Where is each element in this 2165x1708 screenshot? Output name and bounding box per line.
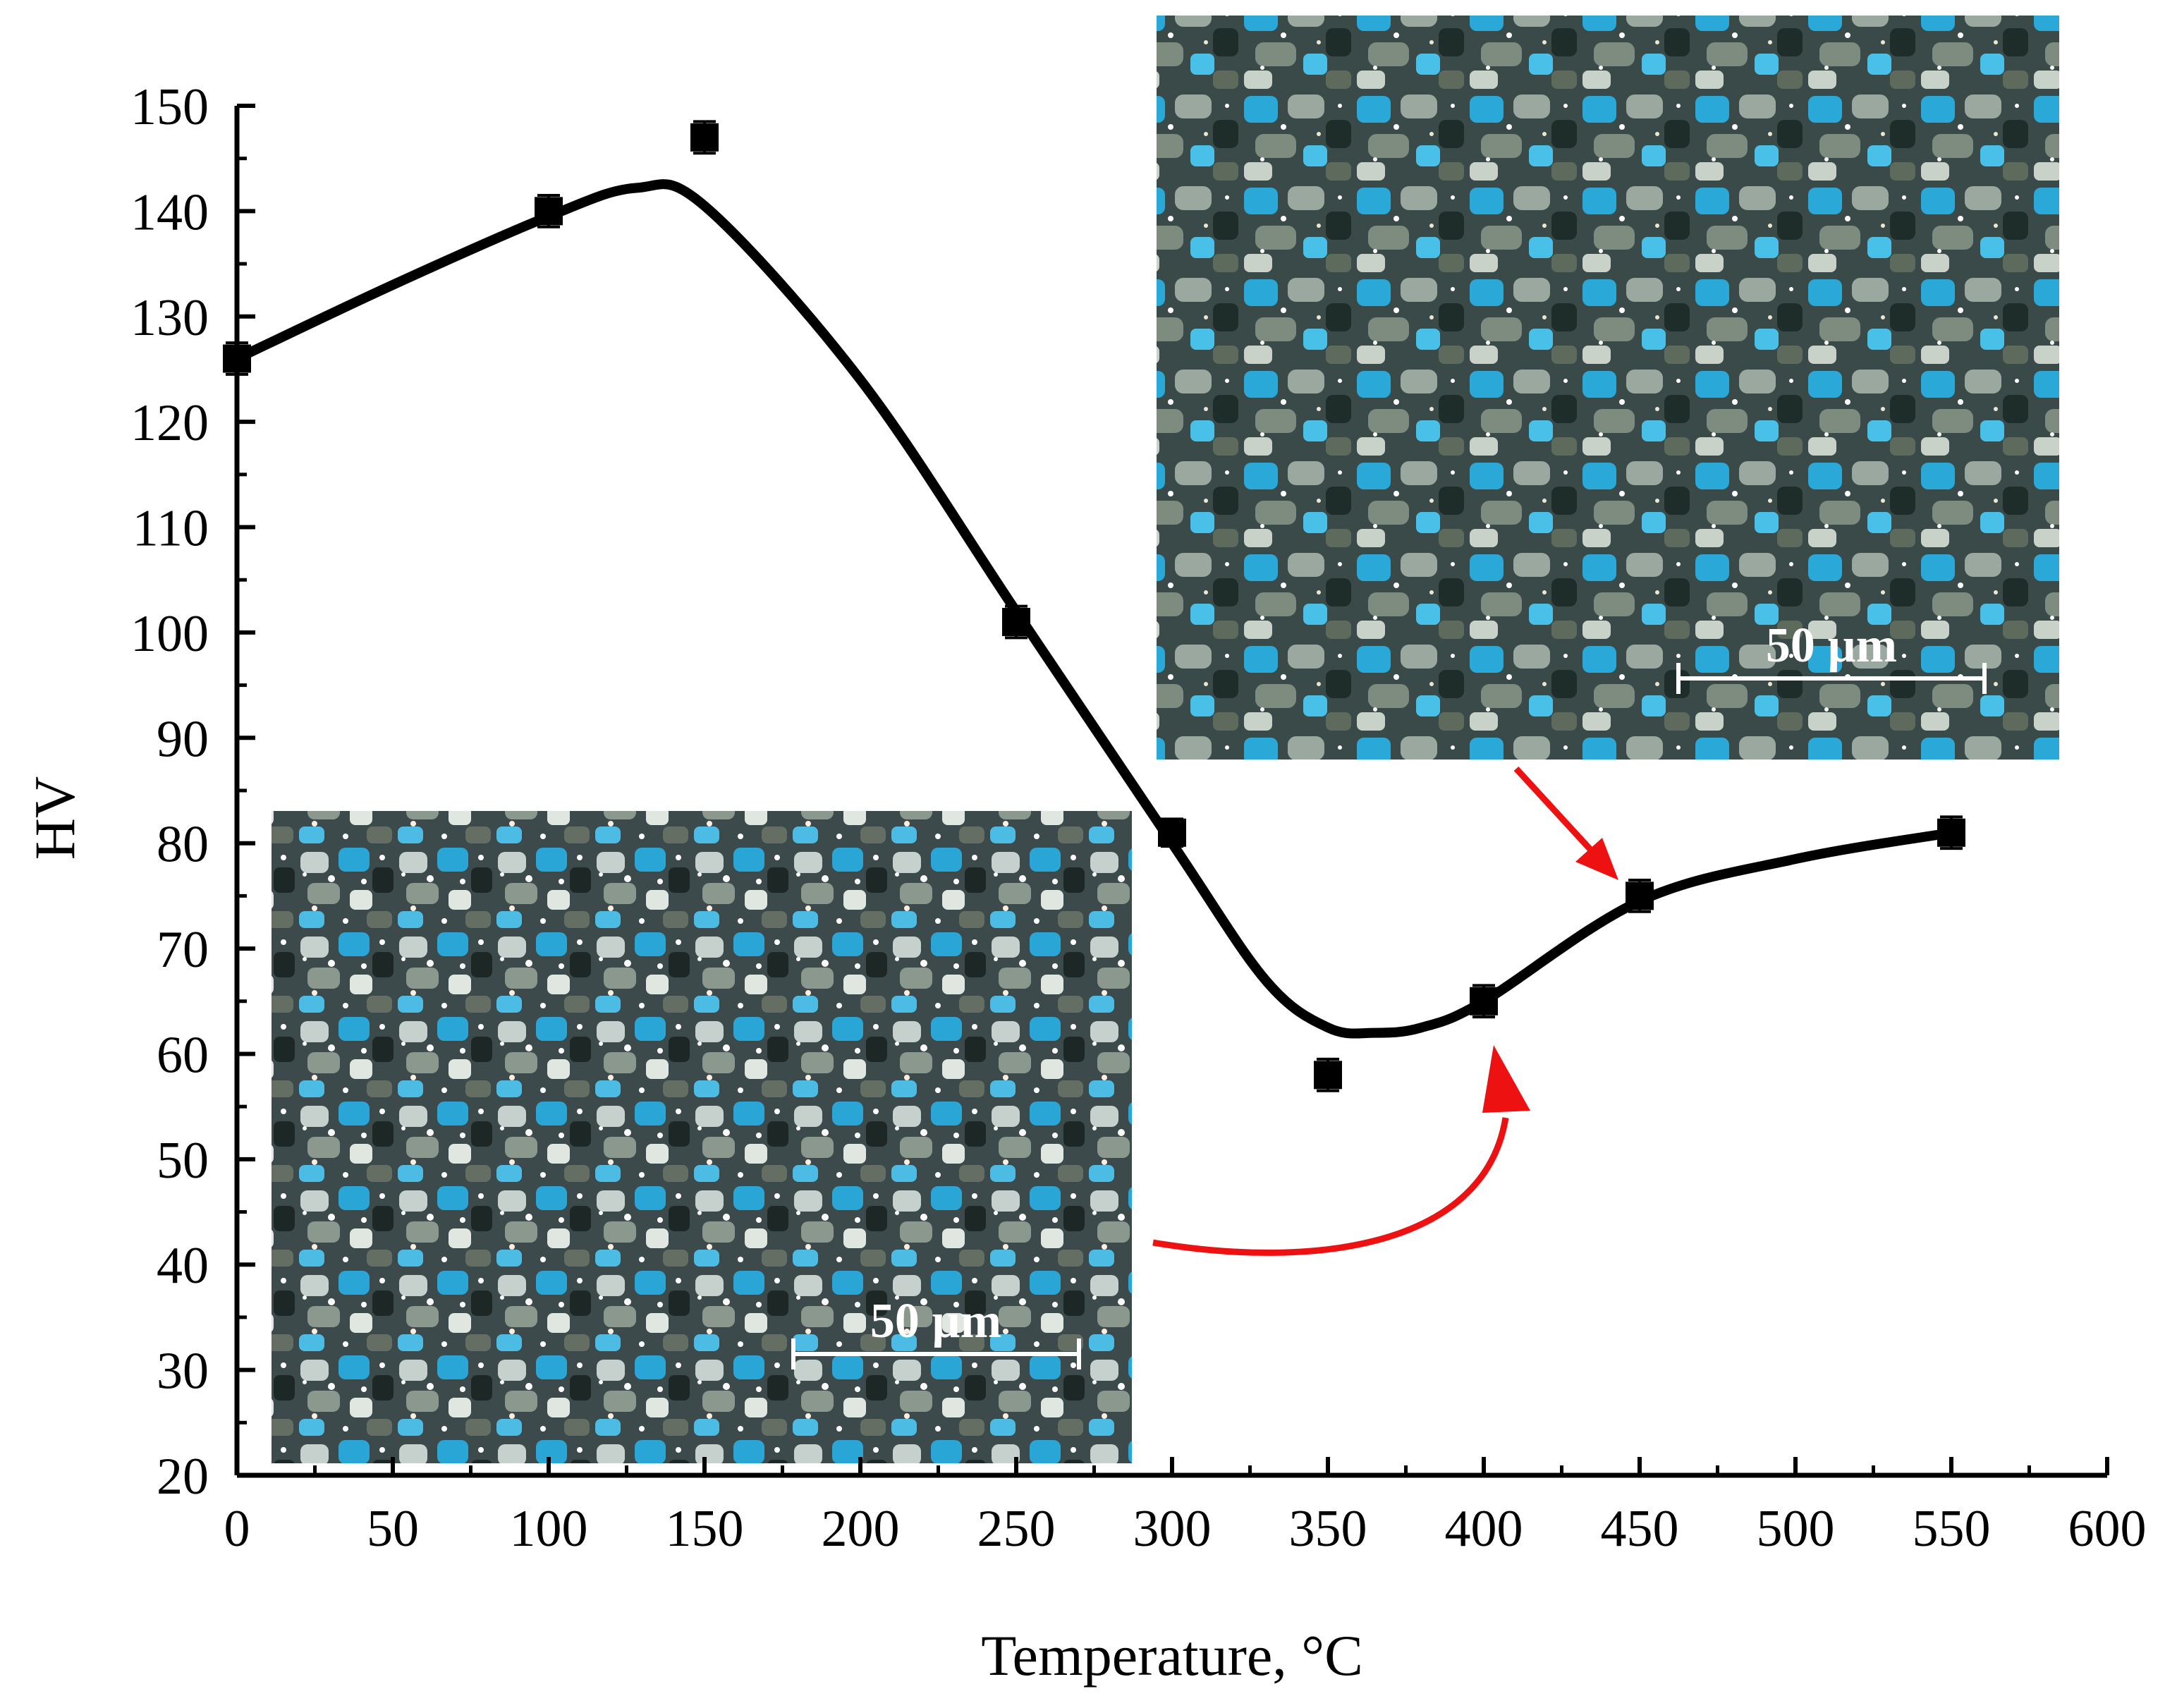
y-tick-label: 40 — [157, 1237, 209, 1295]
x-tick-label: 100 — [510, 1500, 588, 1558]
y-tick-label: 20 — [157, 1448, 209, 1506]
y-axis-title: HV — [23, 776, 87, 860]
scale-bar-label-bottom: 50 µm — [870, 1294, 1001, 1348]
x-tick-label: 450 — [1601, 1500, 1679, 1558]
data-point — [1002, 604, 1030, 640]
point-marker — [1158, 818, 1186, 847]
arrow-top-shaft — [1513, 766, 1598, 858]
point-marker — [1937, 818, 1965, 847]
data-point — [1158, 817, 1186, 848]
data-point — [690, 120, 719, 155]
fit-curve — [232, 179, 1956, 1039]
point-marker — [690, 123, 719, 152]
y-axis-ticks: 20 30 40 50 60 70 80 90 100 110 120 130 140 150 — [130, 78, 255, 1506]
inset-arrows — [1152, 766, 1618, 1256]
y-tick-label: 140 — [130, 183, 209, 241]
micrograph-inset-bottom: 50 µm — [272, 811, 1132, 1463]
data-point — [1937, 815, 1965, 850]
data-point — [1314, 1057, 1342, 1092]
y-tick-label: 100 — [130, 605, 209, 663]
y-tick-label: 150 — [130, 78, 209, 136]
x-axis-title: Temperature, °C — [981, 1623, 1363, 1688]
y-tick-label: 70 — [157, 921, 209, 979]
x-tick-label: 0 — [224, 1500, 250, 1558]
micrograph-image-bottom — [272, 811, 1132, 1463]
scale-bar-bottom: 50 µm — [791, 1294, 1081, 1370]
data-point — [1470, 984, 1498, 1019]
point-marker — [1314, 1061, 1342, 1090]
x-axis-ticks: 0 50 100 150 200 250 300 350 400 450 500 550 600 — [224, 1457, 2147, 1558]
x-tick-label: 250 — [977, 1500, 1056, 1558]
y-tick-label: 60 — [157, 1026, 209, 1084]
arrow-top-head — [1575, 838, 1618, 880]
x-tick-label: 400 — [1445, 1500, 1523, 1558]
data-point — [223, 341, 251, 376]
x-tick-label: 200 — [822, 1500, 900, 1558]
data-points — [223, 120, 1965, 1092]
point-marker — [1470, 987, 1498, 1015]
y-tick-label: 130 — [130, 289, 209, 347]
scale-bar-label-top: 50 µm — [1766, 618, 1897, 673]
point-marker — [1002, 607, 1030, 636]
point-marker — [535, 197, 563, 226]
x-tick-label: 500 — [1757, 1500, 1835, 1558]
y-tick-label: 90 — [157, 710, 209, 768]
arrow-bottom-shaft — [1152, 1117, 1509, 1256]
point-marker — [1626, 882, 1654, 910]
x-tick-label: 600 — [2068, 1500, 2147, 1558]
point-marker — [223, 344, 251, 373]
y-tick-label: 120 — [130, 394, 209, 452]
x-tick-label: 300 — [1133, 1500, 1212, 1558]
micrograph-image-top — [1157, 16, 2059, 760]
y-tick-label: 110 — [133, 500, 209, 558]
x-tick-label: 550 — [1913, 1500, 1991, 1558]
x-tick-label: 150 — [666, 1500, 744, 1558]
x-tick-label: 350 — [1289, 1500, 1367, 1558]
scale-bar-top: 50 µm — [1676, 618, 1987, 694]
data-point — [535, 193, 563, 228]
y-tick-label: 30 — [157, 1343, 209, 1401]
data-point — [1626, 878, 1654, 913]
y-tick-label: 50 — [157, 1132, 209, 1190]
arrow-bottom-head — [1482, 1045, 1530, 1113]
y-tick-label: 80 — [157, 816, 209, 874]
x-tick-label: 50 — [367, 1500, 419, 1558]
micrograph-inset-top: 50 µm — [1157, 16, 2059, 760]
